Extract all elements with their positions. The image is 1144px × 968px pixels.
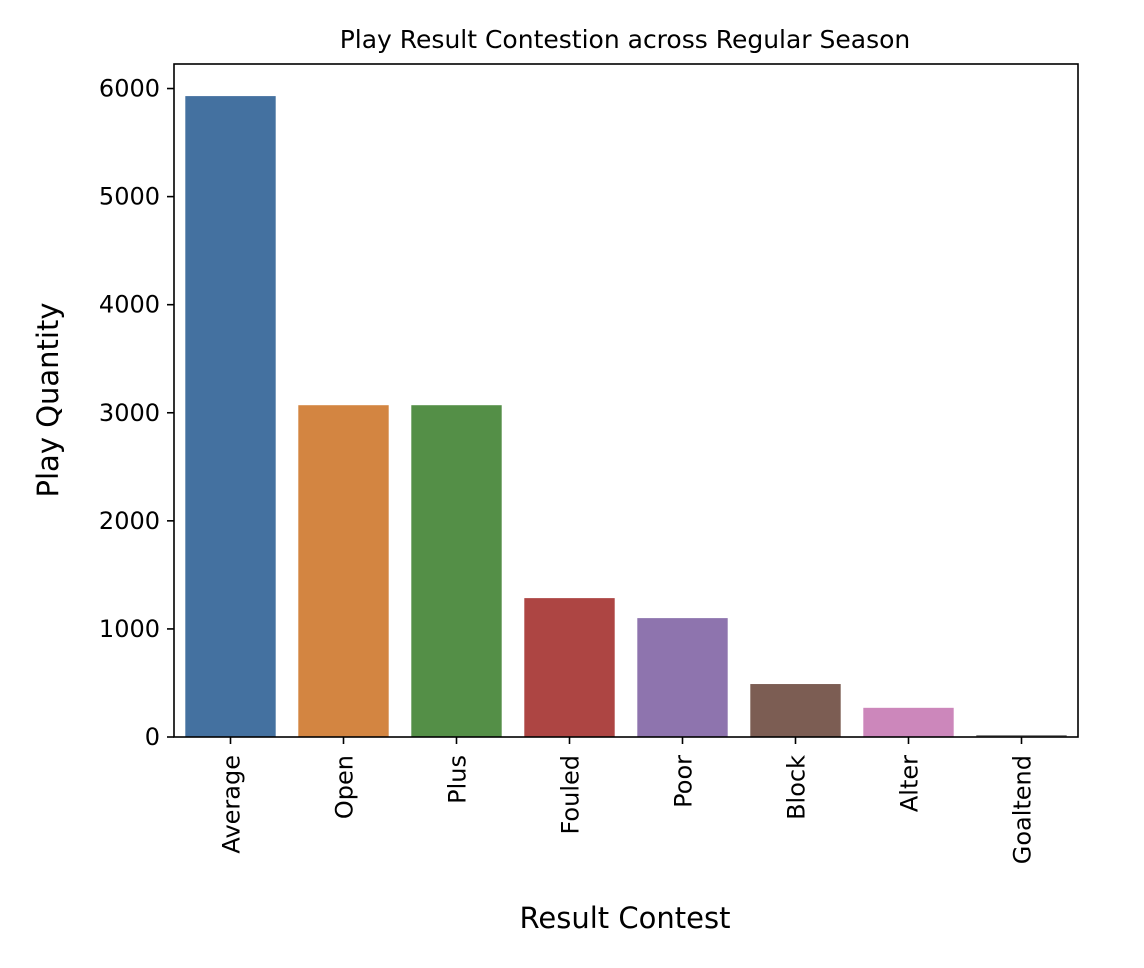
y-tick-label: 0 [145, 723, 160, 751]
bar-plus [411, 405, 502, 737]
plot-frame [173, 63, 1079, 738]
x-tick-label: Poor [670, 755, 698, 808]
y-tick-label: 2000 [99, 507, 160, 535]
chart-title: Play Result Contestion across Regular Se… [340, 25, 911, 54]
bar-average [185, 96, 276, 738]
bar-poor [637, 618, 728, 737]
x-tick-label: Goaltend [1009, 755, 1037, 864]
bar-block [750, 684, 841, 737]
y-axis: 0 1000 2000 3000 4000 5000 6000 [99, 75, 174, 751]
y-axis-title: Play Quantity [31, 302, 65, 497]
x-tick-label: Average [218, 755, 246, 854]
y-tick-label: 1000 [99, 615, 160, 643]
bar-open [298, 405, 389, 737]
x-tick-label: Fouled [557, 755, 585, 835]
x-axis-title: Result Contest [520, 901, 731, 935]
bar-goaltend [976, 735, 1067, 737]
bars-group [185, 96, 1067, 738]
x-tick-label: Alter [896, 755, 924, 812]
bar-fouled [524, 598, 615, 737]
x-axis: Average Open Plus Fouled Poor Block Alter Goalt… [218, 737, 1037, 864]
y-tick-label: 4000 [99, 291, 160, 319]
y-tick-label: 3000 [99, 399, 160, 427]
y-tick-label: 6000 [99, 75, 160, 103]
x-tick-label: Plus [444, 755, 472, 804]
y-tick-label: 5000 [99, 183, 160, 211]
x-tick-label: Open [331, 755, 359, 819]
bar-alter [863, 707, 954, 737]
x-tick-label: Block [783, 755, 811, 820]
